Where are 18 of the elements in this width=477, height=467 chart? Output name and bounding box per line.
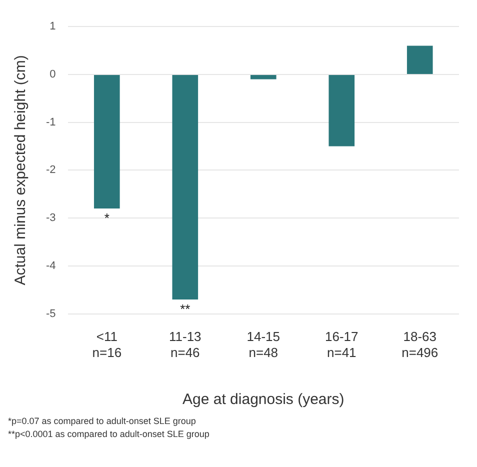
y-tick-label: -3 — [46, 212, 56, 224]
annotation: ** — [180, 302, 190, 317]
y-tick-label: -2 — [46, 164, 56, 176]
y-tick-label: -1 — [46, 116, 56, 128]
text: *p=0.07 as compared to adult-onset SLE group — [8, 415, 197, 428]
x-tick-label: 16-17 n=41 — [325, 329, 358, 360]
x-tick-label: <11 n=16 — [92, 329, 122, 360]
y-axis-title: Actual minus expected height (cm) — [12, 55, 30, 286]
y-tick-label: -4 — [46, 260, 56, 272]
text: **p<0.0001 as compared to adult-onset SLE group — [8, 428, 210, 441]
x-tick-label: 11-13 n=46 — [169, 329, 202, 360]
x-axis-title: Age at diagnosis (years) — [182, 391, 344, 408]
x-tick-label: 18-63 n=496 — [402, 329, 438, 360]
y-tick-label: -5 — [46, 308, 56, 320]
y-tick-label: 1 — [50, 20, 56, 33]
x-tick-label: 14-15 n=48 — [246, 329, 280, 360]
annotation: * — [104, 210, 110, 226]
y-tick-label: 0 — [50, 68, 56, 80]
